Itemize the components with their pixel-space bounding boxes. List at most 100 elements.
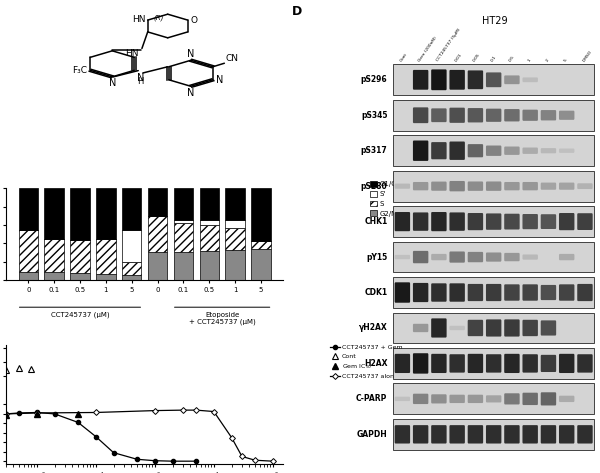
FancyBboxPatch shape [504,393,520,404]
FancyBboxPatch shape [413,107,428,123]
FancyBboxPatch shape [541,214,556,229]
Bar [148,216,167,253]
FancyBboxPatch shape [577,183,593,189]
Bar [200,188,219,220]
FancyBboxPatch shape [504,253,520,261]
FancyBboxPatch shape [523,214,538,229]
FancyBboxPatch shape [449,252,465,263]
Text: HT29: HT29 [482,16,508,26]
FancyBboxPatch shape [395,425,410,444]
Text: γH2AX: γH2AX [359,324,388,333]
FancyBboxPatch shape [467,108,483,123]
FancyBboxPatch shape [486,72,502,87]
Text: pS317: pS317 [361,146,388,155]
FancyBboxPatch shape [395,184,410,189]
Bar [44,239,64,272]
FancyBboxPatch shape [431,394,446,403]
FancyBboxPatch shape [467,144,483,158]
FancyBboxPatch shape [431,108,446,122]
Text: GAPDH: GAPDH [356,430,388,439]
FancyBboxPatch shape [449,212,465,231]
FancyBboxPatch shape [413,212,428,231]
FancyBboxPatch shape [467,70,483,89]
Bar [122,262,142,275]
Text: N: N [137,73,144,83]
FancyBboxPatch shape [559,254,574,260]
FancyBboxPatch shape [504,182,520,190]
Text: CN: CN [226,53,239,62]
FancyBboxPatch shape [559,284,574,301]
FancyBboxPatch shape [486,395,502,403]
FancyBboxPatch shape [449,181,465,192]
Text: HN: HN [132,15,145,24]
FancyBboxPatch shape [523,393,538,405]
FancyBboxPatch shape [413,283,428,302]
FancyBboxPatch shape [541,148,556,153]
FancyBboxPatch shape [449,108,465,123]
FancyBboxPatch shape [431,425,446,444]
Text: N: N [109,78,116,88]
FancyBboxPatch shape [486,284,502,301]
Text: pY15: pY15 [366,253,388,262]
Bar [200,251,219,280]
FancyBboxPatch shape [413,140,428,161]
Text: O: O [190,16,197,25]
FancyBboxPatch shape [395,212,410,231]
FancyBboxPatch shape [577,284,593,301]
Legend: G1/Go, S', S, G2/M: G1/Go, S', S, G2/M [367,178,404,219]
FancyBboxPatch shape [449,425,465,444]
Text: HN: HN [125,49,139,58]
FancyBboxPatch shape [541,110,556,121]
Bar [96,188,116,239]
Bar [200,220,219,225]
Text: 2: 2 [545,58,550,62]
FancyBboxPatch shape [523,148,538,154]
FancyBboxPatch shape [467,394,483,403]
FancyBboxPatch shape [523,78,538,82]
FancyBboxPatch shape [431,283,446,302]
Text: F₃C: F₃C [72,66,87,75]
FancyBboxPatch shape [486,146,502,156]
FancyBboxPatch shape [523,254,538,260]
FancyBboxPatch shape [395,282,410,303]
Text: CCT245737 (μM): CCT245737 (μM) [50,312,109,318]
FancyBboxPatch shape [395,255,410,259]
Bar [173,223,193,253]
Bar [226,220,245,228]
Bar [226,250,245,280]
Bar [393,206,594,237]
Bar [393,384,594,414]
FancyBboxPatch shape [449,394,465,403]
Text: pS345: pS345 [361,111,388,120]
FancyBboxPatch shape [413,182,428,190]
Text: C-PARP: C-PARP [356,394,388,403]
FancyBboxPatch shape [467,182,483,191]
Text: N: N [187,88,194,98]
FancyBboxPatch shape [523,110,538,121]
Bar [173,220,193,223]
Text: CHK1: CHK1 [364,217,388,226]
FancyBboxPatch shape [541,183,556,190]
FancyBboxPatch shape [395,354,410,373]
FancyBboxPatch shape [486,182,502,191]
Text: pS296: pS296 [361,75,388,84]
FancyBboxPatch shape [449,283,465,302]
Bar [393,242,594,272]
FancyBboxPatch shape [467,425,483,444]
FancyBboxPatch shape [413,70,428,90]
Text: Cont: Cont [399,52,408,62]
FancyBboxPatch shape [504,425,520,444]
FancyBboxPatch shape [449,354,465,373]
FancyBboxPatch shape [467,213,483,230]
FancyBboxPatch shape [431,254,446,260]
Text: 1: 1 [527,58,532,62]
FancyBboxPatch shape [413,324,428,332]
Text: Gem (200nM): Gem (200nM) [418,35,438,62]
FancyBboxPatch shape [541,355,556,372]
FancyBboxPatch shape [486,425,502,444]
FancyBboxPatch shape [523,354,538,373]
Text: (R): (R) [154,15,164,21]
Bar [19,272,38,280]
FancyBboxPatch shape [559,396,574,402]
FancyBboxPatch shape [504,75,520,84]
